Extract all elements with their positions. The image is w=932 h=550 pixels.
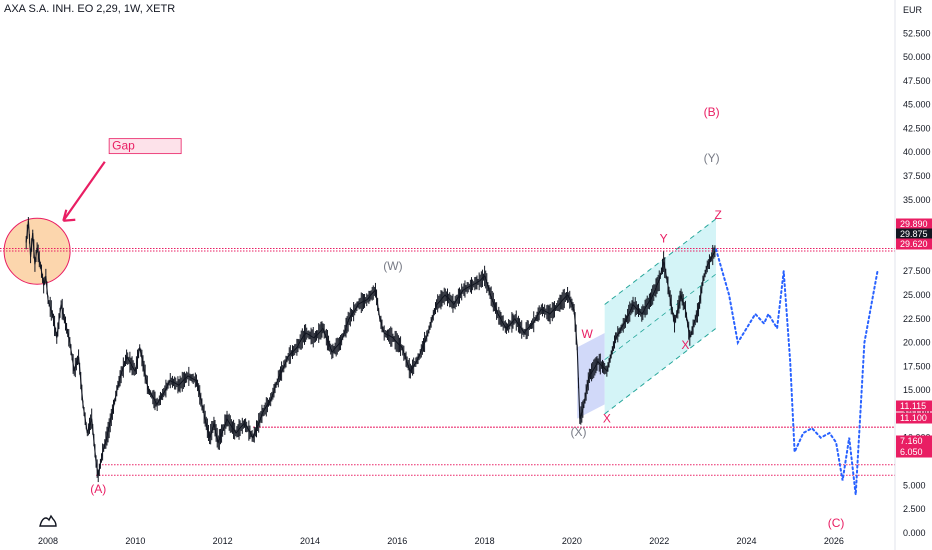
y-tick-label: 35.000 xyxy=(903,195,931,205)
price-badge-label: 11.100 xyxy=(900,413,927,423)
y-tick-label: 27.500 xyxy=(903,266,931,276)
channel-upper-line xyxy=(604,218,717,305)
price-axis-bg xyxy=(895,0,932,550)
x-tick-label: 2018 xyxy=(475,536,495,546)
y-tick-label: 2.500 xyxy=(903,504,926,514)
axis-unit-label: EUR xyxy=(903,5,923,15)
y-tick-label: 5.000 xyxy=(903,480,926,490)
y-tick-label: 20.000 xyxy=(903,338,931,348)
wave-label: W xyxy=(582,327,594,341)
wave-label: Y xyxy=(660,232,668,246)
y-tick-label: 15.000 xyxy=(903,385,931,395)
x-tick-label: 2026 xyxy=(824,536,844,546)
wave-label: Z xyxy=(715,208,722,222)
y-tick-label: 37.500 xyxy=(903,171,931,181)
y-tick-label: 42.500 xyxy=(903,123,931,133)
price-badge xyxy=(896,238,932,250)
gap-label-text: Gap xyxy=(112,139,135,153)
x-tick-label: 2012 xyxy=(213,536,233,546)
y-tick-label: 47.500 xyxy=(903,76,931,86)
channel-lower-line xyxy=(604,327,717,415)
projection-line xyxy=(715,248,879,495)
wave-label: (A) xyxy=(90,482,106,496)
x-tick-label: 2010 xyxy=(125,536,145,546)
wave-label: (B) xyxy=(704,105,720,119)
y-tick-label: 22.500 xyxy=(903,314,931,324)
wave-label: (Y) xyxy=(704,151,720,165)
wave-channel xyxy=(604,218,716,414)
price-badge-label: 29.875 xyxy=(900,229,928,239)
wave-label: X xyxy=(603,411,611,425)
x-tick-label: 2024 xyxy=(737,536,757,546)
y-tick-label: 17.500 xyxy=(903,361,931,371)
price-badge xyxy=(896,400,932,412)
x-tick-label: 2016 xyxy=(387,536,407,546)
price-badge-label: 6.050 xyxy=(900,447,923,457)
price-badge-label: 11.115 xyxy=(900,401,926,411)
tradingview-logo-icon xyxy=(38,512,58,528)
y-tick-label: 45.000 xyxy=(903,100,931,110)
gap-arrow-head xyxy=(62,209,76,222)
channel-mid-line xyxy=(604,273,717,361)
wave-label: (C) xyxy=(828,516,845,530)
price-badge-label: 7.160 xyxy=(900,436,923,446)
x-tick-label: 2020 xyxy=(562,536,582,546)
price-badge xyxy=(896,412,932,424)
price-badge xyxy=(896,218,932,230)
wave-label: (X) xyxy=(570,425,586,439)
y-tick-label: 50.000 xyxy=(903,52,931,62)
price-badge-label: 29.620 xyxy=(900,239,928,249)
price-badge xyxy=(896,446,932,458)
y-tick-label: 40.000 xyxy=(903,147,931,157)
x-tick-label: 2022 xyxy=(649,536,669,546)
x-tick-label: 2008 xyxy=(38,536,58,546)
price-badge xyxy=(896,435,932,447)
symbol-header: AXA S.A. INH. EO 2,29, 1W, XETR xyxy=(4,3,176,15)
wave-label: X xyxy=(681,338,689,352)
price-badge xyxy=(896,228,932,240)
gap-arrow xyxy=(62,161,106,222)
x-tick-label: 2014 xyxy=(300,536,320,546)
wave-label: (W) xyxy=(383,259,402,273)
price-badge-label: 29.890 xyxy=(900,219,928,229)
gap-label-box xyxy=(108,138,182,155)
y-tick-label: 0.000 xyxy=(903,528,926,538)
y-tick-label: 52.500 xyxy=(903,28,931,38)
y-tick-label: 25.000 xyxy=(903,290,931,300)
